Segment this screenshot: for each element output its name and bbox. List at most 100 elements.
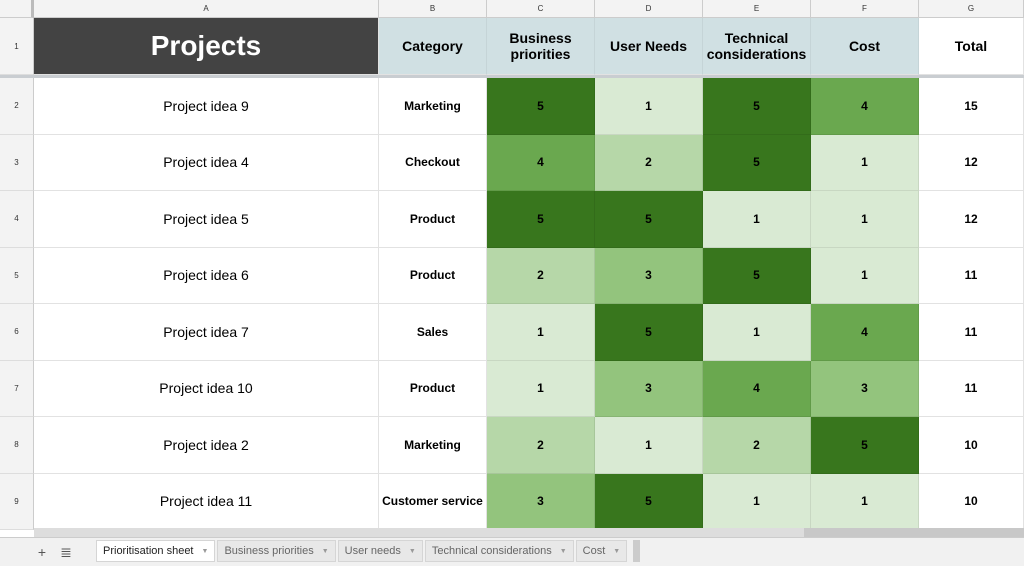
technical-header-cell[interactable]: Technical considerations: [703, 18, 811, 75]
total-cell[interactable]: 10: [919, 473, 1024, 530]
row-header[interactable]: 6: [0, 304, 34, 361]
total-cell[interactable]: 10: [919, 417, 1024, 474]
score-cell[interactable]: 2: [595, 134, 703, 191]
total-header-cell[interactable]: Total: [919, 18, 1024, 75]
score-cell[interactable]: 1: [703, 191, 811, 248]
tab-scroll-handle[interactable]: [633, 540, 641, 562]
column-header-a[interactable]: A: [34, 0, 379, 18]
category-cell[interactable]: Marketing: [379, 78, 487, 135]
score-cell[interactable]: 1: [811, 134, 919, 191]
score-cell[interactable]: 5: [811, 417, 919, 474]
category-cell[interactable]: Marketing: [379, 417, 487, 474]
tab-dropdown-icon[interactable]: ▼: [408, 547, 416, 555]
row-header[interactable]: 2: [0, 78, 34, 135]
project-name-cell[interactable]: Project idea 10: [34, 360, 379, 417]
score-cell[interactable]: 1: [811, 191, 919, 248]
score-cell[interactable]: 5: [595, 473, 703, 530]
total-cell[interactable]: 12: [919, 134, 1024, 191]
score-cell[interactable]: 3: [595, 360, 703, 417]
sheet-tab-label: User needs: [344, 545, 401, 557]
category-cell[interactable]: Product: [379, 191, 487, 248]
project-name-cell[interactable]: Project idea 6: [34, 247, 379, 304]
project-name-cell[interactable]: Project idea 9: [34, 78, 379, 135]
category-cell[interactable]: Customer service: [379, 473, 487, 530]
score-cell[interactable]: 1: [703, 473, 811, 530]
project-name-cell[interactable]: Project idea 4: [34, 134, 379, 191]
column-header-f[interactable]: F: [811, 0, 919, 18]
total-cell[interactable]: 15: [919, 78, 1024, 135]
tab-dropdown-icon[interactable]: ▼: [613, 547, 621, 555]
score-cell[interactable]: 5: [703, 247, 811, 304]
score-cell[interactable]: 4: [811, 304, 919, 361]
column-header-b[interactable]: B: [379, 0, 487, 18]
total-cell[interactable]: 11: [919, 247, 1024, 304]
select-all-corner[interactable]: [0, 0, 34, 18]
sheet-tab[interactable]: Technical considerations ▼: [424, 540, 574, 562]
score-cell[interactable]: 1: [811, 473, 919, 530]
tab-dropdown-icon[interactable]: ▼: [321, 547, 329, 555]
column-header-e[interactable]: E: [703, 0, 811, 18]
score-cell[interactable]: 1: [595, 417, 703, 474]
user-header-cell[interactable]: User Needs: [595, 18, 703, 75]
all-sheets-menu-icon[interactable]: ≣: [60, 543, 72, 560]
score-cell[interactable]: 5: [703, 78, 811, 135]
row-header[interactable]: 5: [0, 247, 34, 304]
cost-header-cell[interactable]: Cost: [811, 18, 919, 75]
score-cell[interactable]: 5: [595, 304, 703, 361]
add-sheet-icon[interactable]: +: [37, 544, 47, 560]
project-name-cell[interactable]: Project idea 2: [34, 417, 379, 474]
business-header-cell[interactable]: Business priorities: [487, 18, 595, 75]
score-cell[interactable]: 1: [595, 78, 703, 135]
sheet-tab-label: Technical considerations: [431, 545, 552, 557]
project-name-cell[interactable]: Project idea 7: [34, 304, 379, 361]
total-cell[interactable]: 11: [919, 360, 1024, 417]
score-cell[interactable]: 4: [811, 78, 919, 135]
category-cell[interactable]: Sales: [379, 304, 487, 361]
score-cell[interactable]: 5: [487, 78, 595, 135]
horizontal-scrollbar[interactable]: [34, 528, 1024, 537]
row-header[interactable]: 3: [0, 134, 34, 191]
row-header[interactable]: 9: [0, 473, 34, 530]
row-header[interactable]: 4: [0, 191, 34, 248]
score-cell[interactable]: 4: [703, 360, 811, 417]
column-header-d[interactable]: D: [595, 0, 703, 18]
tab-dropdown-icon[interactable]: ▼: [559, 547, 567, 555]
column-header-c[interactable]: C: [487, 0, 595, 18]
row-header[interactable]: 7: [0, 360, 34, 417]
projects-header-cell[interactable]: Projects: [34, 18, 379, 75]
score-cell[interactable]: 3: [811, 360, 919, 417]
total-cell[interactable]: 12: [919, 191, 1024, 248]
score-cell[interactable]: 1: [811, 247, 919, 304]
tab-dropdown-icon[interactable]: ▼: [201, 547, 209, 555]
score-cell[interactable]: 3: [487, 473, 595, 530]
score-cell[interactable]: 4: [487, 134, 595, 191]
score-cell[interactable]: 2: [487, 247, 595, 304]
row-header-1[interactable]: 1: [0, 18, 34, 75]
sheet-tab-label: Business priorities: [224, 545, 314, 557]
frozen-row-divider[interactable]: [0, 75, 1024, 78]
score-cell[interactable]: 1: [703, 304, 811, 361]
category-cell[interactable]: Checkout: [379, 134, 487, 191]
category-cell[interactable]: Product: [379, 360, 487, 417]
sheet-tab[interactable]: Cost ▼: [575, 540, 628, 562]
project-name-cell[interactable]: Project idea 5: [34, 191, 379, 248]
scrollbar-thumb[interactable]: [34, 528, 804, 537]
row-header[interactable]: 8: [0, 417, 34, 474]
score-cell[interactable]: 1: [487, 304, 595, 361]
score-cell[interactable]: 5: [487, 191, 595, 248]
score-cell[interactable]: 2: [487, 417, 595, 474]
score-cell[interactable]: 5: [595, 191, 703, 248]
sheet-tab-bar: + ≣ Prioritisation sheet ▼ Business priori…: [0, 537, 1024, 566]
category-cell[interactable]: Product: [379, 247, 487, 304]
score-cell[interactable]: 5: [703, 134, 811, 191]
score-cell[interactable]: 2: [703, 417, 811, 474]
column-header-g[interactable]: G: [919, 0, 1024, 18]
project-name-cell[interactable]: Project idea 11: [34, 473, 379, 530]
total-cell[interactable]: 11: [919, 304, 1024, 361]
score-cell[interactable]: 1: [487, 360, 595, 417]
sheet-tab[interactable]: Prioritisation sheet ▼: [96, 540, 216, 562]
score-cell[interactable]: 3: [595, 247, 703, 304]
category-header-cell[interactable]: Category: [379, 18, 487, 75]
sheet-tab[interactable]: Business priorities ▼: [217, 540, 336, 562]
sheet-tab[interactable]: User needs ▼: [337, 540, 423, 562]
